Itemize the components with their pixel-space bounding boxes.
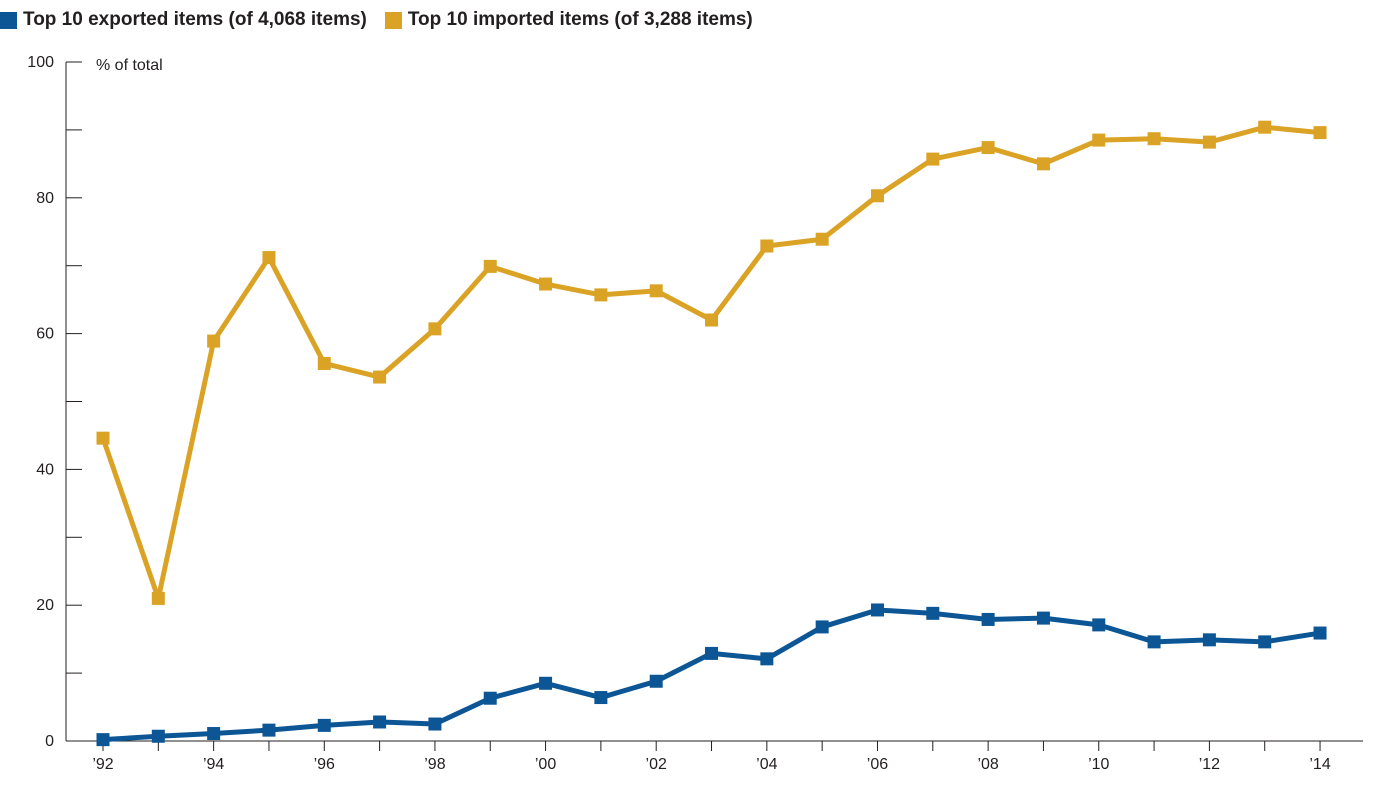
x-tick-label: ’96 (314, 756, 335, 773)
x-tick-label: ’14 (1309, 756, 1330, 773)
data-point-exported (649, 674, 663, 688)
series-line-exported (102, 607, 1321, 743)
data-point-exported (262, 723, 276, 737)
x-tick-label: ’04 (756, 756, 777, 773)
data-point-exported (1258, 635, 1272, 649)
x-tick-label: ’08 (977, 756, 998, 773)
data-point-imported (539, 277, 553, 291)
x-tick-label: ’12 (1199, 756, 1220, 773)
x-tick-label: ’92 (92, 756, 113, 773)
legend-label: Top 10 exported items (of 4,068 items) (23, 9, 367, 30)
legend: Top 10 exported items (of 4,068 items) To… (0, 8, 771, 32)
data-point-imported (649, 284, 663, 298)
data-point-exported (981, 612, 995, 626)
legend-label: Top 10 imported items (of 3,288 items) (407, 9, 753, 30)
data-point-exported (705, 646, 719, 660)
data-point-imported (151, 591, 165, 605)
data-point-imported (981, 141, 995, 155)
data-point-exported (539, 676, 553, 690)
data-point-exported (96, 733, 110, 747)
x-tick-label: ’98 (424, 756, 445, 773)
data-point-imported (262, 251, 276, 265)
data-point-exported (594, 691, 608, 705)
y-unit-label: % of total (96, 57, 163, 74)
y-tick-label: 40 (36, 461, 54, 478)
data-point-imported (760, 239, 774, 253)
data-point-imported (1202, 135, 1216, 149)
data-point-imported (1036, 157, 1050, 171)
data-point-exported (317, 718, 331, 732)
data-point-imported (207, 334, 221, 348)
data-point-exported (151, 729, 165, 743)
data-point-imported (1092, 133, 1106, 147)
data-point-exported (207, 727, 221, 741)
data-point-exported (483, 691, 497, 705)
data-point-imported (1147, 132, 1161, 146)
data-point-exported (1036, 611, 1050, 625)
x-tick-label: ’06 (867, 756, 888, 773)
data-point-imported (1313, 126, 1327, 140)
data-point-exported (760, 652, 774, 666)
data-point-imported (815, 232, 829, 246)
legend-item-exported: Top 10 exported items (of 4,068 items) (0, 9, 367, 31)
data-point-imported (870, 189, 884, 203)
data-point-exported (1313, 626, 1327, 640)
data-point-exported (428, 717, 442, 731)
data-point-imported (926, 152, 940, 166)
data-point-imported (317, 356, 331, 370)
y-tick-label: 100 (27, 54, 54, 71)
data-point-exported (373, 715, 387, 729)
y-tick-label: 0 (45, 733, 54, 750)
y-tick-label: 80 (36, 190, 54, 207)
legend-item-imported: Top 10 imported items (of 3,288 items) (384, 9, 753, 31)
x-tick-label: ’10 (1088, 756, 1109, 773)
x-tick-label: ’94 (203, 756, 224, 773)
y-tick-label: 60 (36, 326, 54, 343)
data-point-exported (1092, 618, 1106, 632)
series-line-imported (100, 124, 1321, 601)
legend-swatch (0, 11, 17, 29)
data-point-exported (926, 606, 940, 620)
data-point-imported (373, 370, 387, 384)
data-point-imported (96, 431, 110, 445)
data-point-imported (594, 288, 608, 302)
data-point-imported (1258, 120, 1272, 134)
x-tick-label: ’00 (535, 756, 556, 773)
y-tick-label: 20 (36, 597, 54, 614)
legend-swatch (384, 11, 402, 29)
data-point-imported (428, 322, 442, 336)
data-point-imported (483, 259, 497, 273)
data-point-imported (705, 313, 719, 327)
x-tick-label: ’02 (646, 756, 667, 773)
data-point-exported (1202, 633, 1216, 647)
data-point-exported (1147, 635, 1161, 649)
data-point-exported (815, 620, 829, 634)
data-point-exported (870, 603, 884, 617)
